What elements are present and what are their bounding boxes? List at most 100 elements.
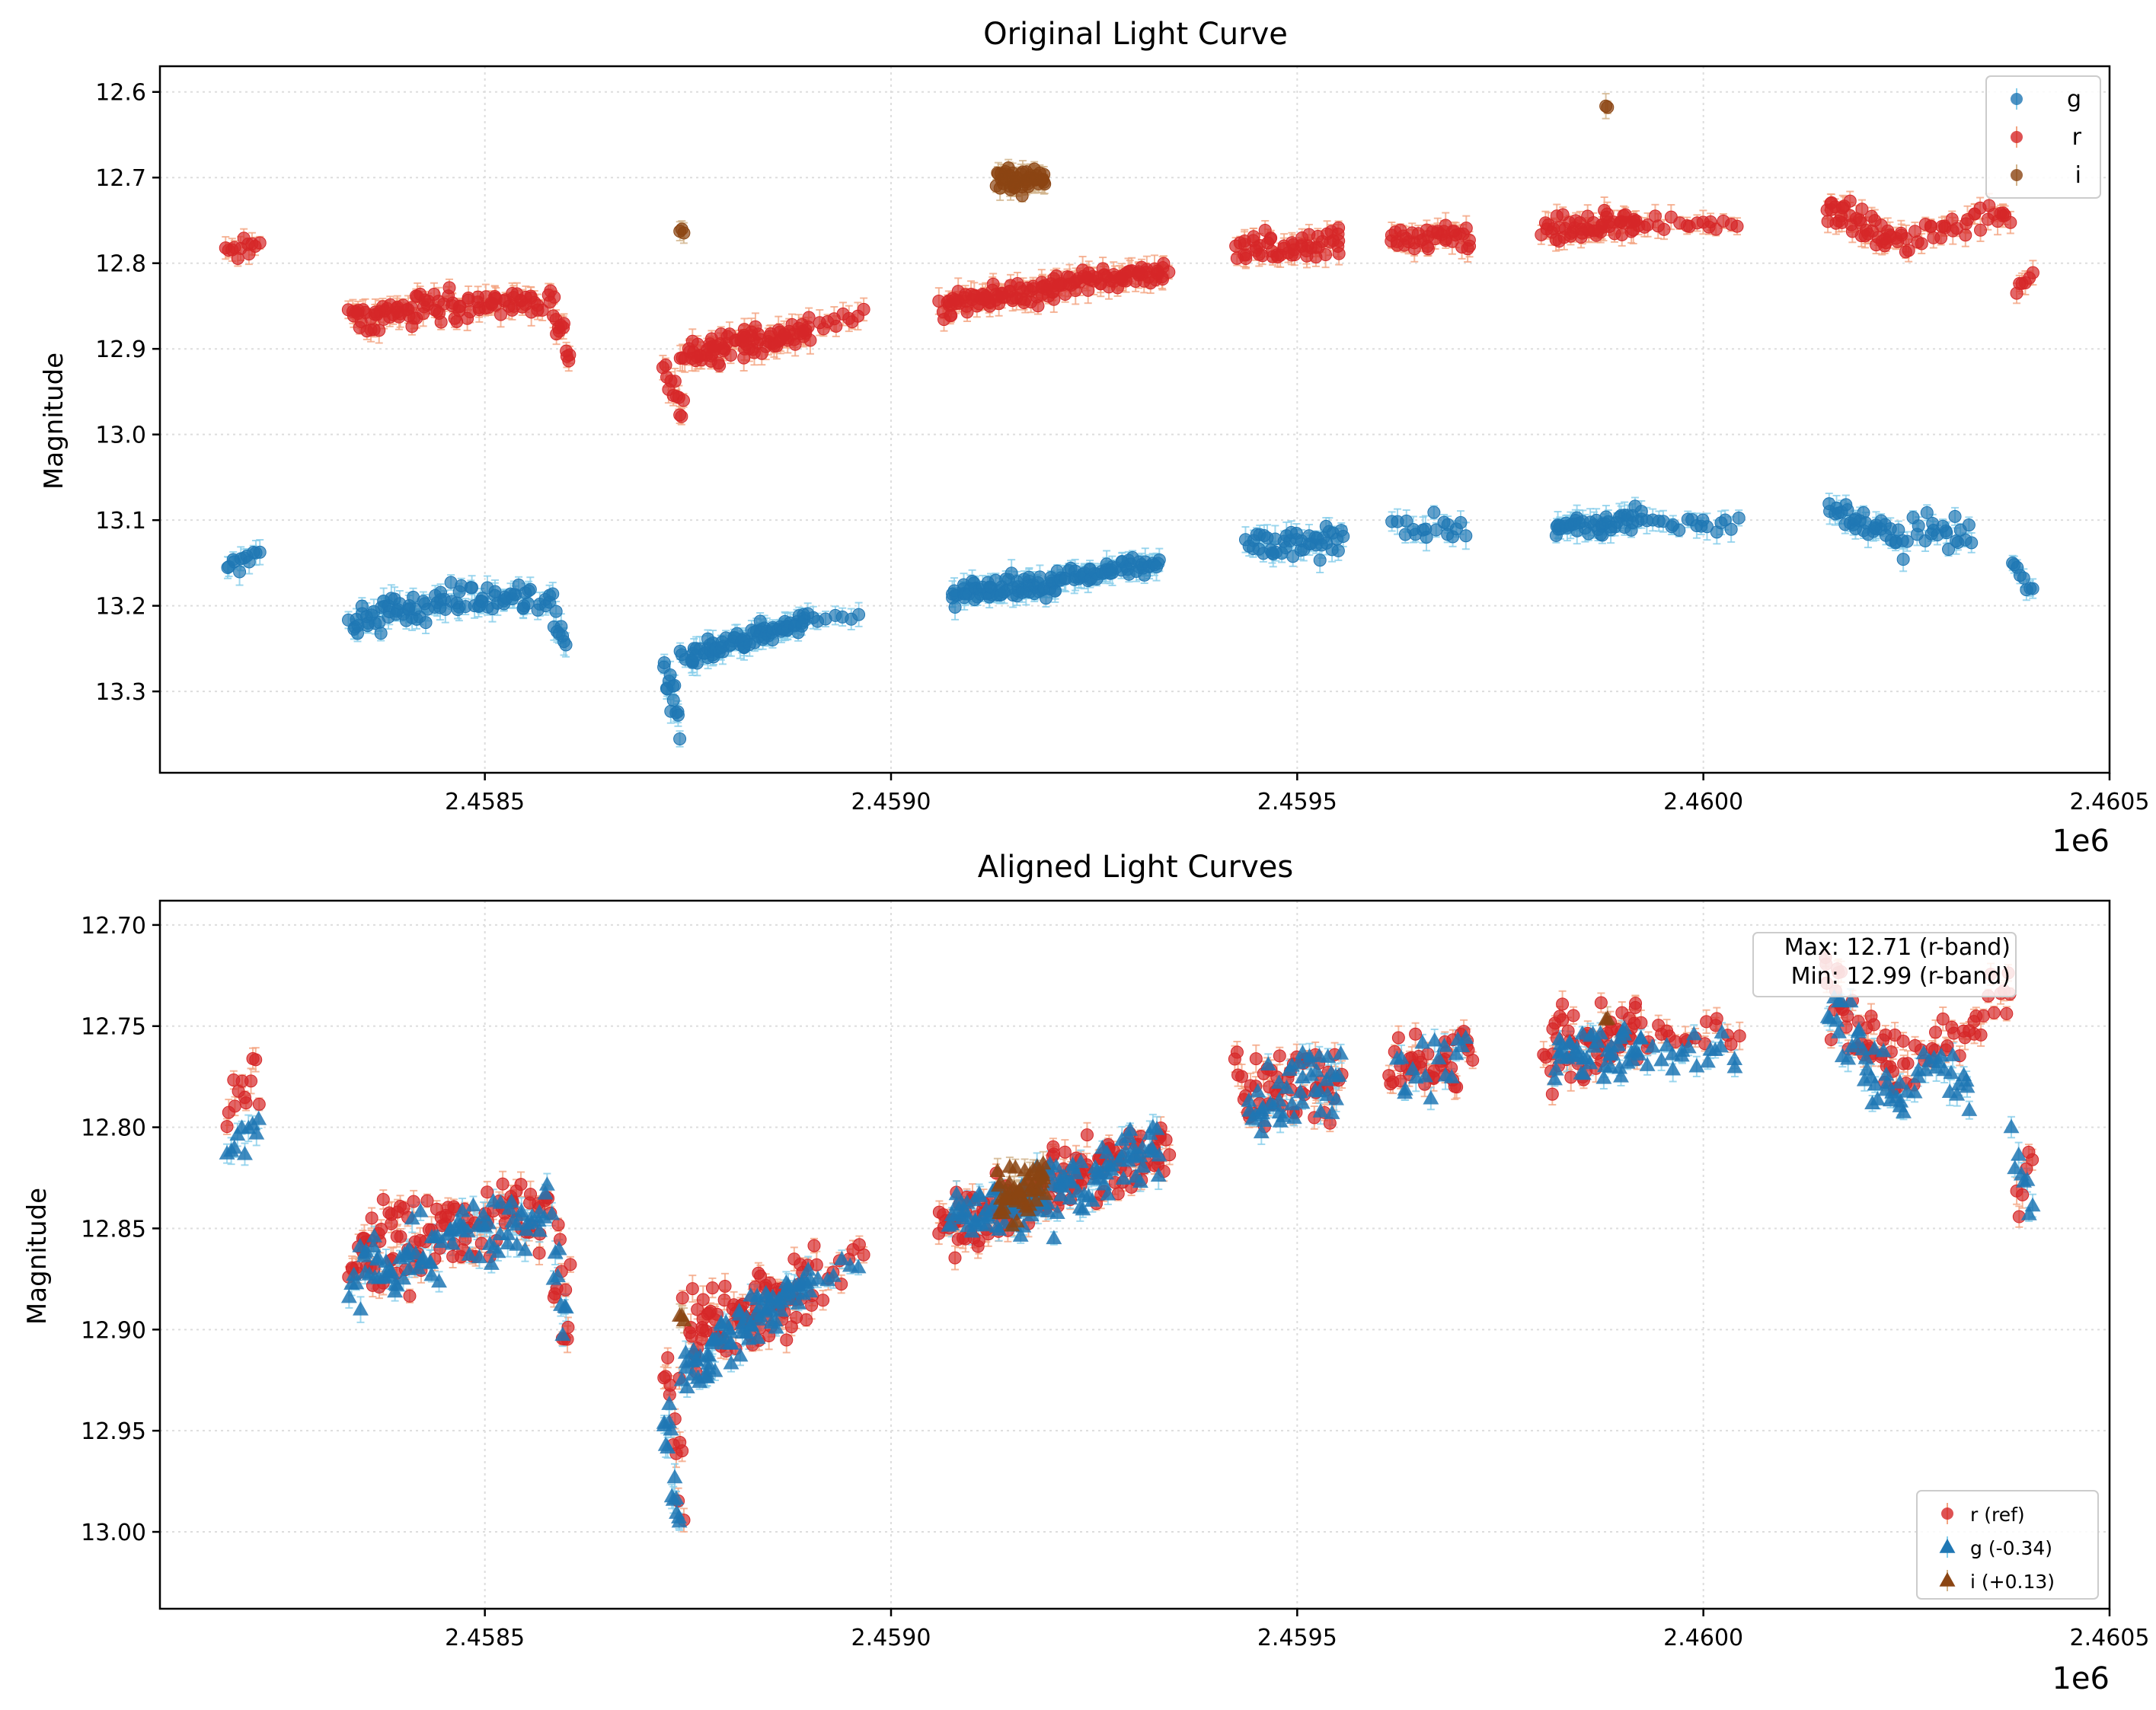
- data-point: [1939, 524, 1953, 538]
- data-point: [1965, 536, 1979, 550]
- data-point: [1157, 257, 1171, 270]
- data-point: [711, 356, 725, 370]
- y-tick-label: 12.6: [95, 80, 146, 107]
- data-point: [724, 348, 738, 362]
- data-point: [668, 678, 682, 692]
- data-point: [2026, 582, 2039, 595]
- data-point: [1150, 560, 1164, 574]
- x-tick-label: 2.4605: [2070, 789, 2150, 815]
- data-point: [1959, 217, 1972, 231]
- data-point: [1902, 244, 1915, 257]
- data-point: [1319, 248, 1333, 262]
- data-point: [1247, 230, 1260, 244]
- data-point: [801, 607, 815, 621]
- data-point: [2004, 215, 2017, 229]
- data-point: [829, 319, 843, 333]
- legend-label: g: [2067, 86, 2081, 113]
- data-point: [1843, 194, 1857, 208]
- data-point: [948, 600, 962, 614]
- data-point: [668, 375, 682, 388]
- data-point: [452, 585, 466, 598]
- x-tick-label: 2.4600: [1663, 789, 1743, 815]
- data-point: [546, 587, 560, 601]
- data-point: [1709, 222, 1723, 236]
- original-light-curve-panel: Original Light Curve Magnitude 1e6 2.458…: [39, 17, 2149, 859]
- data-point: [852, 608, 866, 621]
- data-point: [442, 281, 456, 295]
- data-point: [486, 602, 500, 616]
- data-point: [1657, 222, 1671, 236]
- data-point: [374, 627, 388, 640]
- data-point: [1015, 189, 1029, 203]
- data-point: [549, 605, 563, 618]
- data-point: [1037, 175, 1051, 189]
- data-point: [1601, 100, 1615, 114]
- y-tick-label: 13.0: [95, 423, 146, 449]
- x-tick-label: 2.4585: [445, 789, 525, 815]
- data-point: [1924, 220, 1937, 234]
- axis-ticks: 2.4585 2.4590 2.4595 2.4600 2.4605 12.6 12.7 12…: [95, 80, 2149, 815]
- y-tick-label: 12.8: [95, 251, 146, 278]
- data-point: [1332, 221, 1346, 234]
- y-tick-label: 12.9: [95, 337, 146, 363]
- data-point: [1908, 225, 1922, 238]
- data-point: [1462, 233, 1476, 247]
- data-point: [1900, 534, 1914, 548]
- plot-frame: [158, 65, 2111, 774]
- data-point: [1974, 223, 1988, 237]
- x-tick-label: 2.4590: [851, 789, 931, 815]
- y-tick-label: 12.7: [95, 165, 146, 192]
- data-point: [253, 236, 267, 250]
- chart-title: Original Light Curve: [983, 17, 1288, 52]
- legend-marker: [2011, 93, 2023, 105]
- data-point: [548, 290, 561, 304]
- data-point: [1730, 219, 1744, 233]
- data-point: [675, 410, 688, 423]
- data-point: [1429, 523, 1443, 537]
- data-point: [803, 333, 817, 347]
- y-tick-label: 13.2: [95, 594, 146, 621]
- data-point: [1454, 515, 1468, 529]
- data-point: [1629, 214, 1643, 228]
- data-point: [1263, 232, 1277, 246]
- data-point: [666, 694, 680, 707]
- data-point: [1459, 529, 1473, 543]
- data-point: [1331, 239, 1345, 253]
- data-point: [1724, 522, 1738, 536]
- data-point: [1700, 520, 1714, 534]
- x-offset-label: 1e6: [2052, 824, 2110, 859]
- data-point: [671, 708, 685, 722]
- data-point: [465, 581, 479, 595]
- data-point: [494, 308, 508, 321]
- data-point: [535, 303, 549, 317]
- data-point: [434, 315, 448, 329]
- legend: gri: [1985, 75, 2101, 199]
- data-point: [1331, 544, 1345, 557]
- data-point: [2026, 266, 2039, 279]
- x-tick-label: 2.4595: [1257, 789, 1337, 815]
- y-axis-label: Magnitude: [39, 353, 69, 490]
- data-point: [253, 545, 267, 559]
- data-point: [461, 311, 474, 325]
- data-point: [1896, 553, 1910, 566]
- legend-frame: [1985, 75, 2101, 199]
- data-point: [1718, 513, 1732, 527]
- data-point: [1459, 222, 1473, 235]
- data-point: [559, 638, 573, 652]
- data-points: [219, 99, 2039, 745]
- data-point: [1839, 498, 1853, 512]
- data-point: [1962, 518, 1976, 532]
- data-point: [1400, 514, 1413, 528]
- data-point: [563, 348, 577, 362]
- data-point: [1672, 523, 1686, 537]
- data-point: [1942, 543, 1956, 557]
- data-point: [1313, 554, 1327, 567]
- data-point: [676, 394, 690, 407]
- data-point: [1911, 235, 1924, 249]
- data-point: [1427, 506, 1441, 519]
- legend-marker: [2011, 131, 2023, 143]
- data-point: [659, 359, 672, 372]
- y-tick-label: 13.1: [95, 508, 146, 534]
- data-point: [419, 616, 433, 630]
